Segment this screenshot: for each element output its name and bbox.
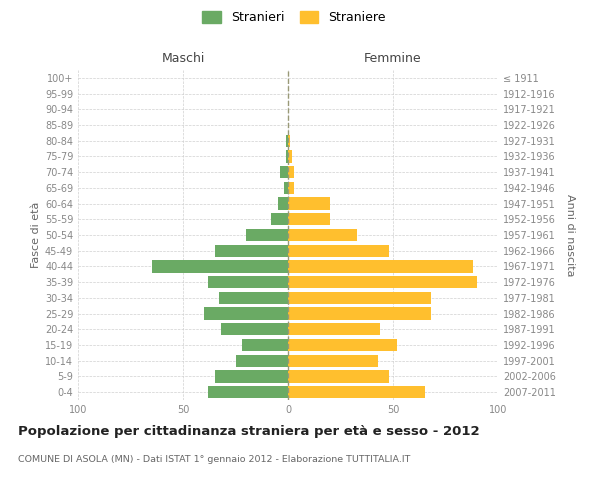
Bar [151,260,288,272]
Bar [288,370,389,382]
Bar [288,260,473,272]
Bar [208,276,288,288]
Bar [288,134,290,147]
Bar [215,244,288,257]
Bar [288,213,330,226]
Bar [288,323,380,336]
Bar [288,166,295,178]
Bar [286,150,288,162]
Bar [288,292,431,304]
Bar [288,150,292,162]
Text: Femmine: Femmine [364,52,422,66]
Bar [242,339,288,351]
Bar [277,198,288,209]
Bar [288,198,330,209]
Bar [204,308,288,320]
Bar [218,292,288,304]
Legend: Stranieri, Straniere: Stranieri, Straniere [197,6,391,29]
Y-axis label: Anni di nascita: Anni di nascita [565,194,575,276]
Bar [288,244,389,257]
Bar [284,182,288,194]
Bar [221,323,288,336]
Bar [288,354,379,367]
Bar [286,134,288,147]
Bar [246,229,288,241]
Bar [288,339,397,351]
Bar [235,354,288,367]
Text: COMUNE DI ASOLA (MN) - Dati ISTAT 1° gennaio 2012 - Elaborazione TUTTITALIA.IT: COMUNE DI ASOLA (MN) - Dati ISTAT 1° gen… [18,455,410,464]
Bar [288,308,431,320]
Bar [288,229,358,241]
Bar [280,166,288,178]
Bar [271,213,288,226]
Bar [288,182,295,194]
Bar [208,386,288,398]
Bar [288,386,425,398]
Bar [288,276,477,288]
Text: Popolazione per cittadinanza straniera per età e sesso - 2012: Popolazione per cittadinanza straniera p… [18,425,479,438]
Bar [215,370,288,382]
Y-axis label: Fasce di età: Fasce di età [31,202,41,268]
Text: Maschi: Maschi [161,52,205,66]
